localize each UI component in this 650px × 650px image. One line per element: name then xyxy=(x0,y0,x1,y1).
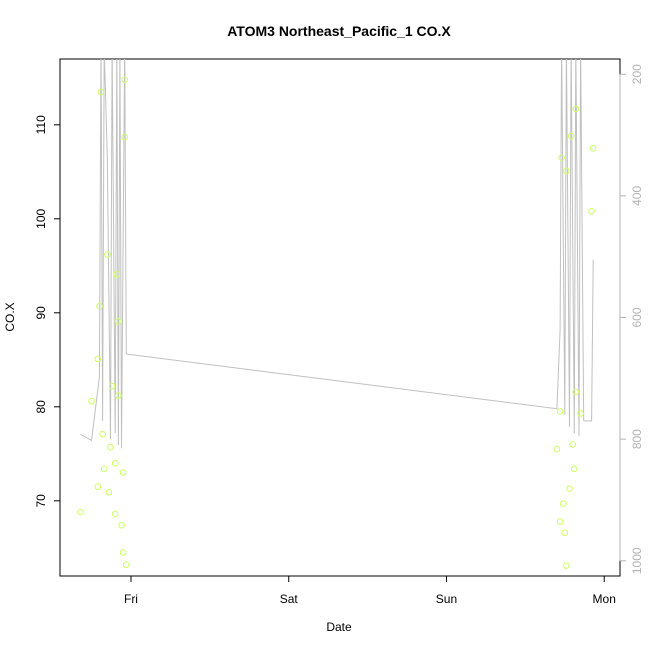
x-axis-label: Date xyxy=(326,620,352,634)
series-line xyxy=(80,59,594,449)
data-point xyxy=(113,270,121,278)
data-point xyxy=(111,510,119,518)
data-point xyxy=(566,485,573,492)
data-point xyxy=(121,133,128,141)
y2-tick-label: 600 xyxy=(630,307,644,327)
data-point xyxy=(588,207,595,215)
x-tick-label: Mon xyxy=(593,592,616,606)
data-point xyxy=(118,521,125,529)
data-point xyxy=(99,430,106,438)
x-tick-label: Fri xyxy=(124,592,138,606)
data-point xyxy=(589,145,597,152)
series-group xyxy=(77,59,597,569)
data-point xyxy=(572,388,580,396)
y2-tick-label: 1000 xyxy=(630,547,644,574)
y2-tick-label: 200 xyxy=(630,64,644,84)
data-point xyxy=(96,302,103,310)
data-point xyxy=(119,469,127,476)
y-tick-label: 70 xyxy=(34,494,48,508)
data-point xyxy=(100,465,108,473)
data-point xyxy=(561,529,569,537)
data-layer xyxy=(77,59,597,569)
data-point xyxy=(553,445,561,453)
data-point xyxy=(77,508,84,516)
data-point xyxy=(572,105,580,113)
data-point xyxy=(108,382,116,390)
data-point xyxy=(559,500,567,507)
data-point xyxy=(115,392,122,399)
data-point xyxy=(105,489,113,496)
y-axis-label: CO.X xyxy=(3,302,17,331)
data-point xyxy=(563,562,570,569)
y-tick-label: 90 xyxy=(34,306,48,320)
data-point xyxy=(111,459,119,467)
data-point xyxy=(567,132,575,140)
data-point xyxy=(577,410,584,417)
data-point xyxy=(558,154,565,161)
y2-tick-label: 800 xyxy=(630,429,644,449)
y-tick-label: 100 xyxy=(34,208,48,228)
data-point xyxy=(107,443,114,451)
data-point xyxy=(121,76,128,83)
data-point xyxy=(119,549,127,556)
data-point xyxy=(570,465,578,473)
data-point xyxy=(97,88,105,96)
plot-box xyxy=(59,58,621,577)
data-point xyxy=(115,317,122,325)
y-tick-label: 110 xyxy=(34,115,48,134)
chart-title: ATOM3 Northeast_Pacific_1 CO.X xyxy=(227,23,451,39)
data-point xyxy=(88,397,95,405)
data-point xyxy=(122,561,130,569)
data-point xyxy=(94,483,102,491)
data-point xyxy=(104,251,111,258)
data-point xyxy=(556,408,564,415)
y-tick-label: 80 xyxy=(34,400,48,414)
data-point xyxy=(563,167,570,175)
y2-tick-label: 400 xyxy=(630,186,644,206)
x-tick-label: Sun xyxy=(436,592,457,606)
data-point xyxy=(556,518,564,525)
axis-layer: Fri Sat Sun Mon 70 80 90 100 110 200 400 600 800 1000 xyxy=(34,64,644,606)
x-tick-label: Sat xyxy=(280,592,299,606)
data-point xyxy=(569,441,576,448)
data-point xyxy=(94,355,102,363)
